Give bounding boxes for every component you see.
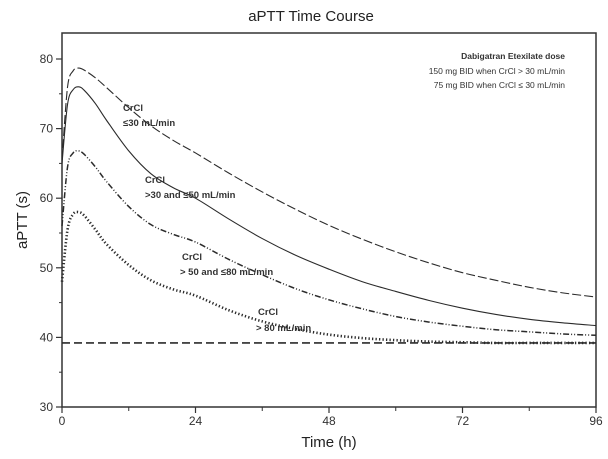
x-axis: 0 24 48 72 96 (59, 407, 603, 428)
series-annotation-title: CrCl (258, 307, 278, 318)
y-tick-label: 30 (40, 400, 54, 414)
legend-line-2: 75 mg BID when CrCl ≤ 30 mL/min (434, 80, 566, 90)
series-layer (60, 67, 597, 345)
legend-title: Dabigatran Etexilate dose (461, 51, 565, 61)
legend-line-1: 150 mg BID when CrCl > 30 mL/min (429, 66, 566, 76)
series-annotation-title: CrCl (145, 175, 165, 186)
series-line-crcl-30-and-50-ml-min (61, 86, 597, 327)
series-annotation-range: > 80 mL/min (256, 323, 311, 334)
annotation-layer: CrCl ≤30 mL/min CrCl >30 and ≤50 mL/min CrCl… (123, 103, 311, 334)
x-tick-label: 0 (59, 414, 66, 428)
chart-title: aPTT Time Course (248, 8, 374, 25)
x-axis-title: Time (h) (301, 434, 356, 451)
y-axis-title: aPTT (s) (14, 191, 31, 249)
series-annotation-range: ≤30 mL/min (123, 118, 175, 129)
series-annotation-title: CrCl (182, 252, 202, 263)
series-annotation-range: > 50 and ≤80 mL/min (180, 267, 273, 278)
x-tick-label: 96 (589, 414, 603, 428)
y-tick-label: 80 (40, 52, 54, 66)
y-tick-label: 40 (40, 330, 54, 344)
legend: Dabigatran Etexilate dose 150 mg BID whe… (429, 51, 566, 90)
y-tick-label: 50 (40, 261, 54, 275)
x-tick-label: 72 (456, 414, 470, 428)
y-tick-label: 70 (40, 122, 54, 136)
series-line-crcl-80-ml-min (60, 210, 596, 345)
x-tick-label: 24 (189, 414, 203, 428)
y-axis: 30 40 50 60 70 80 (40, 52, 62, 414)
series-annotation-title: CrCl (123, 103, 143, 114)
series-line-crcl-30-ml-min (61, 67, 597, 298)
series-line-crcl-50-and-80-ml-min (61, 149, 597, 337)
y-tick-label: 60 (40, 191, 54, 205)
x-tick-label: 48 (322, 414, 336, 428)
series-annotation-range: >30 and ≤50 mL/min (145, 190, 236, 201)
